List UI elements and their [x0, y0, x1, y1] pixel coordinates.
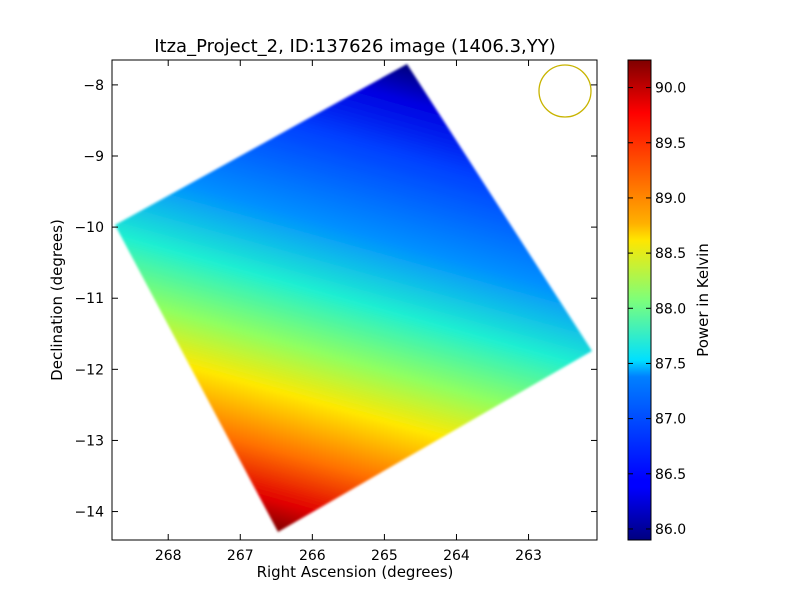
- x-tick-label: 268: [155, 548, 182, 564]
- y-tick-label: −8: [83, 78, 104, 94]
- colorbar: [627, 59, 652, 541]
- colorbar-tick-label: 88.5: [655, 246, 686, 262]
- map-region: [115, 64, 592, 532]
- colorbar-tick-label: 89.0: [655, 191, 686, 207]
- colorbar-tick-label: 86.5: [655, 467, 686, 483]
- y-tick-label: −10: [74, 220, 104, 236]
- x-tick-label: 263: [515, 548, 542, 564]
- y-axis-label: Declination (degrees): [48, 219, 66, 381]
- x-tick-label: 264: [443, 548, 470, 564]
- x-tick-label: 267: [227, 548, 254, 564]
- colorbar-tick-label: 88.0: [655, 301, 686, 317]
- x-tick-label: 266: [299, 548, 326, 564]
- colorbar-ticks: 86.0 86.5 87.0 87.5 88.0 88.5 89.0 89.5 90.0: [628, 81, 686, 538]
- y-tick-label: −14: [74, 505, 104, 521]
- y-tick-label: −13: [74, 433, 104, 449]
- chart-title: Itza_Project_2, ID:137626 image (1406.3,…: [154, 36, 556, 57]
- beam-marker: [538, 64, 592, 118]
- x-tick-label: 265: [371, 548, 398, 564]
- x-ticks: 268 267 266 265 264 263: [155, 60, 542, 564]
- plot-axes: [111, 59, 598, 541]
- y-tick-label: −12: [74, 362, 104, 378]
- colorbar-tick-label: 89.5: [655, 136, 686, 152]
- colorbar-tick-label: 87.5: [655, 356, 686, 372]
- y-ticks: −8 −9 −10 −11 −12 −13 −14: [74, 78, 597, 521]
- colorbar-tick-label: 90.0: [655, 81, 686, 97]
- y-tick-label: −9: [83, 149, 104, 165]
- colorbar-tick-label: 87.0: [655, 412, 686, 428]
- x-axis-label: Right Ascension (degrees): [257, 563, 454, 581]
- y-tick-label: −11: [74, 291, 104, 307]
- colorbar-tick-label: 86.0: [655, 522, 686, 538]
- colorbar-label: Power in Kelvin: [694, 243, 712, 357]
